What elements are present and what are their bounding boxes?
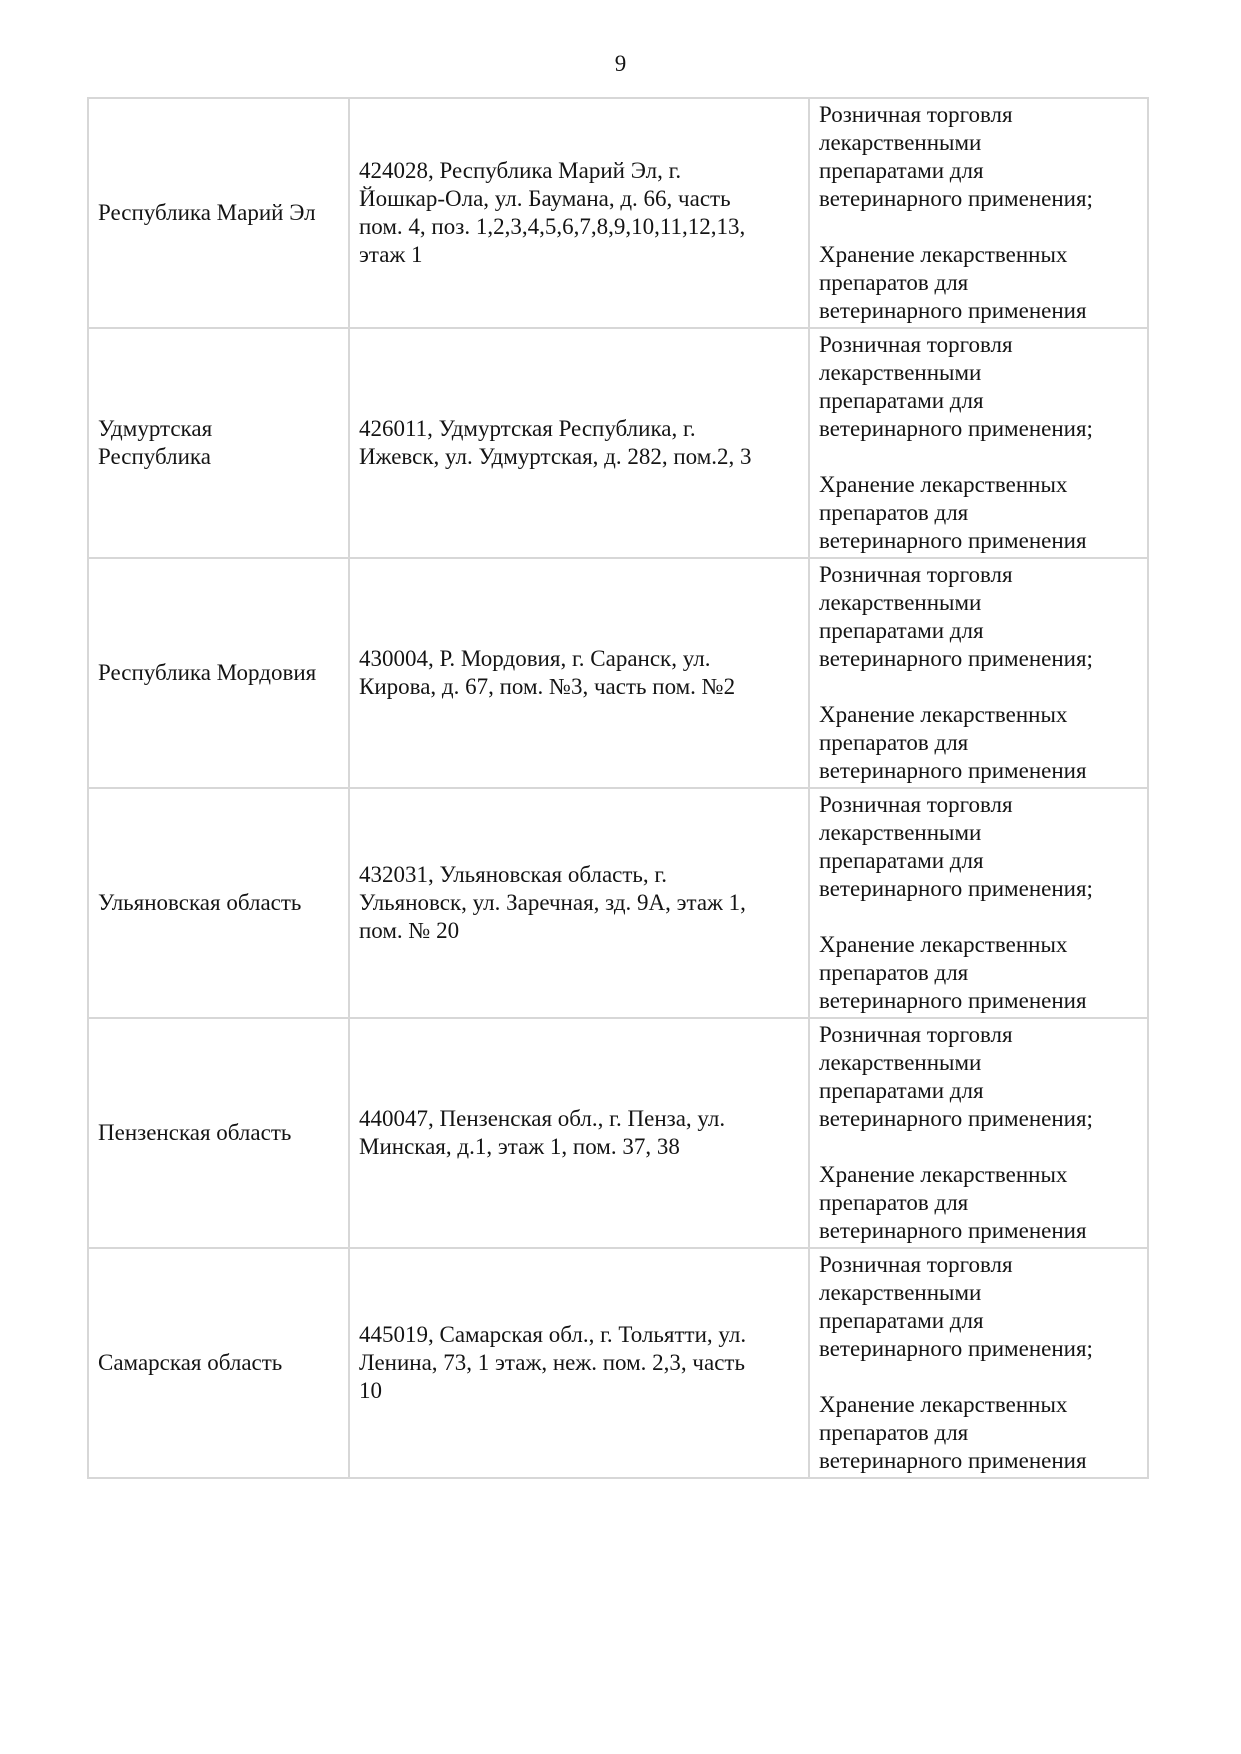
activities-cell: Розничная торговля лекарственными препар… — [808, 787, 1149, 1019]
table-row: Ульяновская область 432031, Ульяновская … — [87, 787, 1149, 1019]
region-cell: Ульяновская область — [87, 787, 350, 1019]
address-cell: 426011, Удмуртская Республика, г. Ижевск… — [348, 327, 810, 559]
page-number: 9 — [614, 51, 627, 76]
address-cell: 432031, Ульяновская область, г. Ульяновс… — [348, 787, 810, 1019]
region-cell: Удмуртская Республика — [87, 327, 350, 559]
table-row: Пензенская область 440047, Пензенская об… — [87, 1017, 1149, 1249]
activities-cell: Розничная торговля лекарственными препар… — [808, 97, 1149, 329]
activities-cell: Розничная торговля лекарственными препар… — [808, 557, 1149, 789]
address-cell: 445019, Самарская обл., г. Тольятти, ул.… — [348, 1247, 810, 1479]
table-row: Республика Марий Эл 424028, Республика М… — [87, 97, 1149, 329]
address-cell: 430004, Р. Мордовия, г. Саранск, ул. Кир… — [348, 557, 810, 789]
region-cell: Самарская область — [87, 1247, 350, 1479]
address-cell: 424028, Республика Марий Эл, г. Йошкар-О… — [348, 97, 810, 329]
address-cell: 440047, Пензенская обл., г. Пенза, ул. М… — [348, 1017, 810, 1249]
region-cell: Республика Марий Эл — [87, 97, 350, 329]
table-row: Удмуртская Республика 426011, Удмуртская… — [87, 327, 1149, 559]
license-address-table: Республика Марий Эл 424028, Республика М… — [87, 97, 1149, 1479]
table-row: Самарская область 445019, Самарская обл.… — [87, 1247, 1149, 1479]
region-cell: Республика Мордовия — [87, 557, 350, 789]
activities-cell: Розничная торговля лекарственными препар… — [808, 1017, 1149, 1249]
region-cell: Пензенская область — [87, 1017, 350, 1249]
activities-cell: Розничная торговля лекарственными препар… — [808, 1247, 1149, 1479]
activities-cell: Розничная торговля лекарственными препар… — [808, 327, 1149, 559]
table-row: Республика Мордовия 430004, Р. Мордовия,… — [87, 557, 1149, 789]
